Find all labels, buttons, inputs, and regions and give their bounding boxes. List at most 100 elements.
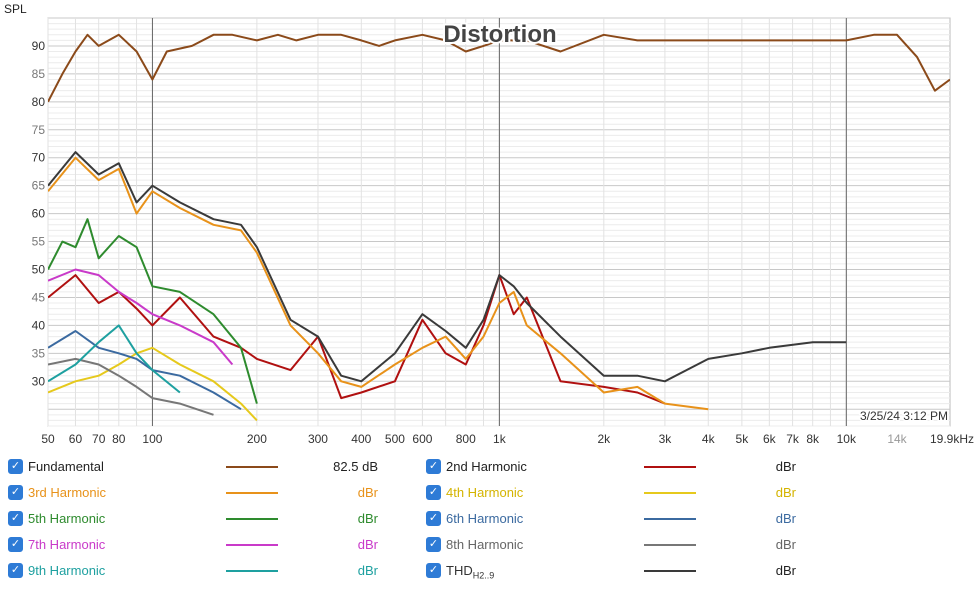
x-tick-label: 50 (41, 432, 55, 446)
legend-swatch (226, 570, 278, 572)
series-line (48, 268, 234, 366)
legend-value: dBr (775, 485, 796, 500)
y-tick-label: 65 (32, 179, 46, 193)
legend-swatch (226, 518, 278, 520)
y-axis-label: SPL (4, 2, 27, 16)
legend-value: 82.5 dB (333, 459, 378, 474)
x-tick-label: 1k (493, 432, 507, 446)
legend-item-4th-harmonic[interactable]: ✓ 4th Harmonic dBr (426, 484, 826, 504)
checkbox-icon[interactable]: ✓ (8, 485, 23, 500)
checkbox-icon[interactable]: ✓ (426, 511, 441, 526)
legend-swatch (226, 544, 278, 546)
chart-title: Distortion (443, 21, 556, 48)
x-tick-label: 10k (837, 432, 857, 446)
legend-label: THDH2..9 (446, 563, 494, 581)
legend-item-3rd-harmonic[interactable]: ✓ 3rd Harmonic dBr (8, 484, 408, 504)
legend-label: 3rd Harmonic (28, 485, 107, 500)
legend-item-6th-harmonic[interactable]: ✓ 6th Harmonic dBr (426, 510, 826, 530)
legend-value: dBr (775, 563, 796, 578)
checkbox-icon[interactable]: ✓ (8, 459, 23, 474)
x-tick-label: 400 (351, 432, 371, 446)
x-tick-label: 80 (112, 432, 126, 446)
series-line (48, 156, 709, 411)
x-tick-label: 200 (247, 432, 267, 446)
legend-item-5th-harmonic[interactable]: ✓ 5th Harmonic dBr (8, 510, 408, 530)
legend-item-8th-harmonic[interactable]: ✓ 8th Harmonic dBr (426, 536, 826, 556)
legend-swatch (644, 518, 696, 520)
x-tick-label: 19.9kHz (930, 432, 974, 446)
legend-value: dBr (775, 511, 796, 526)
x-tick-label: 7k (786, 432, 800, 446)
legend-swatch (644, 492, 696, 494)
thd-subscript: H2..9 (472, 570, 495, 581)
x-tick-label: 70 (92, 432, 106, 446)
legend-item-fundamental[interactable]: ✓ Fundamental 82.5 dB (8, 458, 408, 478)
legend-value: dBr (775, 459, 796, 474)
y-tick-label: 30 (32, 374, 46, 388)
legend-label: 4th Harmonic (446, 485, 524, 500)
series-line (48, 330, 242, 411)
y-tick-label: 60 (32, 207, 46, 221)
series-line (48, 218, 258, 404)
x-tick-label: 300 (308, 432, 328, 446)
checkbox-icon[interactable]: ✓ (426, 537, 441, 552)
legend-item-2nd-harmonic[interactable]: ✓ 2nd Harmonic dBr (426, 458, 826, 478)
legend-value: dBr (775, 537, 796, 552)
legend-label: 9th Harmonic (28, 563, 106, 578)
series-line (48, 324, 181, 394)
legend-label: 6th Harmonic (446, 511, 524, 526)
legend-value: dBr (357, 511, 378, 526)
series-line (48, 151, 847, 383)
x-tick-label: 8k (806, 432, 820, 446)
checkbox-icon[interactable]: ✓ (426, 563, 441, 578)
y-tick-label: 85 (32, 67, 46, 81)
x-tick-label: 500 (385, 432, 405, 446)
thd-label: THD (446, 563, 473, 578)
y-tick-label: 35 (32, 346, 46, 360)
x-tick-label: 6k (763, 432, 777, 446)
x-tick-label: 60 (69, 432, 83, 446)
legend: ✓ Fundamental 82.5 dB ✓ 2nd Harmonic dBr… (0, 452, 976, 589)
legend-label: 2nd Harmonic (446, 459, 527, 474)
distortion-chart: 30 35 40 45 50 55 60 65 70 75 80 85 90 50 60 70 80 100 200… (32, 17, 974, 446)
x-tick-label: 2k (597, 432, 611, 446)
legend-value: dBr (357, 563, 378, 578)
legend-item-thd[interactable]: ✓ THDH2..9 dBr (426, 562, 826, 582)
x-tick-label: 5k (736, 432, 750, 446)
legend-label: 8th Harmonic (446, 537, 524, 552)
checkbox-icon[interactable]: ✓ (8, 537, 23, 552)
x-tick-label: 600 (412, 432, 432, 446)
y-tick-label: 70 (32, 151, 46, 165)
x-tick-label: 4k (702, 432, 716, 446)
checkbox-icon[interactable]: ✓ (426, 459, 441, 474)
y-tick-label: 90 (32, 39, 46, 53)
x-tick-label: 3k (659, 432, 673, 446)
legend-swatch (644, 544, 696, 546)
x-tick-label: 14k (887, 432, 907, 446)
timestamp: 3/25/24 3:12 PM (860, 409, 948, 423)
x-tick-label: 100 (142, 432, 162, 446)
series-line (48, 33, 950, 103)
legend-label: Fundamental (28, 459, 104, 474)
y-tick-label: 50 (32, 263, 46, 277)
legend-swatch (644, 466, 696, 468)
series-line (48, 346, 258, 422)
x-tick-label: 800 (456, 432, 476, 446)
legend-item-7th-harmonic[interactable]: ✓ 7th Harmonic dBr (8, 536, 408, 556)
legend-swatch (226, 492, 278, 494)
legend-label: 5th Harmonic (28, 511, 106, 526)
y-tick-label: 55 (32, 235, 46, 249)
checkbox-icon[interactable]: ✓ (8, 563, 23, 578)
y-tick-label: 75 (32, 123, 46, 137)
y-tick-label: 45 (32, 290, 46, 304)
legend-value: dBr (357, 537, 378, 552)
y-tick-label: 80 (32, 95, 46, 109)
checkbox-icon[interactable]: ✓ (8, 511, 23, 526)
legend-item-9th-harmonic[interactable]: ✓ 9th Harmonic dBr (8, 562, 408, 582)
legend-swatch (644, 570, 696, 572)
legend-swatch (226, 466, 278, 468)
legend-value: dBr (357, 485, 378, 500)
legend-label: 7th Harmonic (28, 537, 106, 552)
y-tick-label: 40 (32, 318, 46, 332)
checkbox-icon[interactable]: ✓ (426, 485, 441, 500)
